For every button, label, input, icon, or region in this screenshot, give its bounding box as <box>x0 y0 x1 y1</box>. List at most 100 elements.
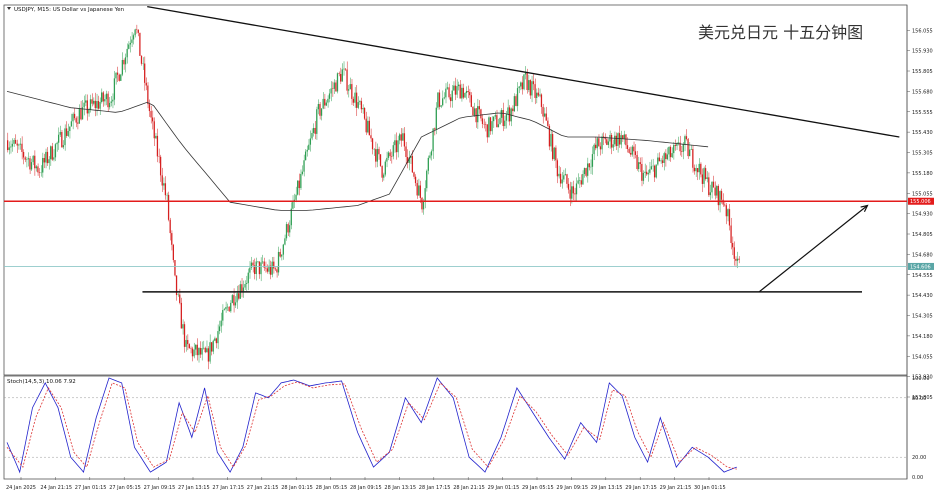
candle-body <box>287 224 289 233</box>
candle-body <box>153 121 155 139</box>
candle-body <box>277 251 280 273</box>
candle-body <box>333 82 335 89</box>
candle-body <box>674 145 676 146</box>
candle-body <box>145 82 147 86</box>
candle-body <box>190 348 192 349</box>
candle-body <box>685 136 688 140</box>
candle-body <box>86 100 88 114</box>
candle-body <box>81 107 84 120</box>
candle-body <box>233 295 235 306</box>
candle-body <box>316 109 318 134</box>
candle-body <box>35 166 37 169</box>
candle-body <box>188 344 190 349</box>
time-tick-label: 29 Jan 21:15 <box>660 485 692 491</box>
resistance-price-tag-bg <box>908 197 934 205</box>
candle-body <box>630 152 632 155</box>
candle-body <box>623 134 625 139</box>
candle-body <box>263 261 265 268</box>
candle-body <box>228 306 230 312</box>
price-tick-label: 154.930 <box>912 212 933 218</box>
candle-body <box>435 107 437 130</box>
candle-body <box>132 35 135 40</box>
candle-body <box>180 302 182 329</box>
price-axis-ticks: 156.055 155.930 155.805 155.680 155.555 155.4… <box>907 28 934 401</box>
candle-body <box>502 110 504 127</box>
candle-body <box>381 165 383 178</box>
candle-body <box>387 152 390 158</box>
candle-body <box>446 87 449 89</box>
collapse-triangle-icon[interactable] <box>7 7 11 10</box>
candle-body <box>531 81 533 96</box>
candle-body <box>37 166 39 173</box>
candle-body <box>42 157 44 173</box>
candle-body <box>195 344 197 350</box>
candle-body <box>572 186 574 194</box>
candle-body <box>494 115 496 117</box>
candle-body <box>507 107 509 115</box>
candle-body <box>617 133 619 147</box>
candle-body <box>312 127 315 133</box>
candle-body <box>97 101 100 109</box>
horizontal-levels <box>4 5 907 293</box>
candle-body <box>379 154 382 166</box>
candle-body <box>663 153 665 163</box>
candle-body <box>199 347 202 355</box>
candle-body <box>48 159 50 164</box>
candle-body <box>545 113 547 121</box>
candle-body <box>725 205 727 217</box>
candle-body <box>610 134 613 148</box>
candle-body <box>411 156 414 173</box>
candle-body <box>559 173 562 184</box>
candle-body <box>234 302 237 306</box>
candle-body <box>429 155 431 158</box>
candle-body <box>642 172 645 181</box>
candle-body <box>398 134 401 141</box>
candle-body <box>727 209 729 217</box>
candle-body <box>357 102 359 108</box>
candle-body <box>481 118 484 124</box>
candle-body <box>155 135 157 139</box>
candle-body <box>657 157 659 165</box>
candle-body <box>660 160 662 162</box>
candle-body <box>516 88 519 106</box>
symbol-title: USDJPY, M15: US Dollar vs Japanese Yen <box>14 7 125 13</box>
price-tick-label: 154.555 <box>912 273 933 279</box>
time-tick-label: 27 Jan 01:15 <box>75 485 107 491</box>
candle-body <box>201 348 203 355</box>
candle-body <box>45 151 47 163</box>
candle-body <box>528 80 530 90</box>
candle-body <box>129 42 131 45</box>
candle-body <box>601 136 603 150</box>
candle-body <box>413 172 415 177</box>
candle-body <box>131 39 133 43</box>
candle-body <box>652 165 654 167</box>
candle-body <box>668 146 670 155</box>
chart-annotation: 美元兑日元 十五分钟图 <box>698 23 863 42</box>
candle-body <box>123 59 125 65</box>
candle-body <box>577 180 579 184</box>
time-tick-label: 27 Jan 13:15 <box>178 485 210 491</box>
candle-body <box>655 164 657 178</box>
candle-body <box>89 99 92 110</box>
candle-body <box>175 275 178 296</box>
candle-body <box>91 99 93 104</box>
candle-body <box>158 156 160 157</box>
descending-trendline <box>147 5 900 138</box>
candle-body <box>558 173 560 177</box>
price-tick-label: 155.305 <box>912 151 933 157</box>
candle-body <box>714 187 716 196</box>
candle-body <box>730 225 732 244</box>
candle-body <box>309 138 312 145</box>
candle-body <box>244 284 246 288</box>
candle-body <box>343 68 345 70</box>
candle-body <box>636 154 638 170</box>
candle-body <box>327 98 329 103</box>
candle-body <box>231 295 233 303</box>
candle-body <box>314 127 316 134</box>
candle-body <box>64 128 66 146</box>
time-tick-label: 28 Jan 09:15 <box>350 485 382 491</box>
candle-body <box>352 98 355 103</box>
candle-body <box>300 173 302 189</box>
candle-body <box>166 194 168 196</box>
